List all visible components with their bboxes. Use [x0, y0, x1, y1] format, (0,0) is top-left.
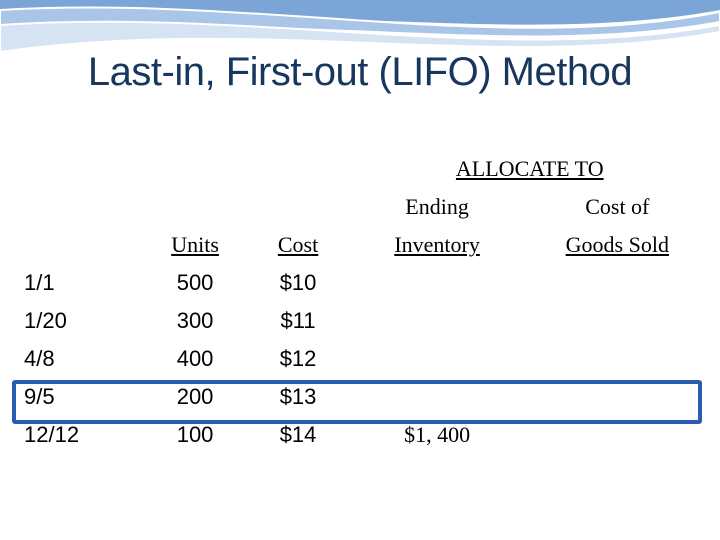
cell-units: 400 [144, 340, 247, 378]
subheader-row-2: Units Cost Inventory Goods Sold [20, 226, 710, 264]
cell-ei: $1, 400 [350, 416, 525, 454]
cell-cost: $10 [247, 264, 350, 302]
cell-cogs [525, 340, 710, 378]
cogs-header-l1: Cost of [525, 188, 710, 226]
cost-header: Cost [247, 226, 350, 264]
cell-cost: $11 [247, 302, 350, 340]
cell-date: 1/20 [20, 302, 144, 340]
table-row: 9/5 200 $13 [20, 378, 710, 416]
cell-cost: $12 [247, 340, 350, 378]
lifo-table: ALLOCATE TO Ending Cost of Units Cost In… [20, 150, 710, 454]
cell-units: 200 [144, 378, 247, 416]
cell-ei [350, 378, 525, 416]
table-row: 4/8 400 $12 [20, 340, 710, 378]
cell-cogs [525, 416, 710, 454]
allocate-to-label: ALLOCATE TO [350, 150, 710, 188]
cell-cost: $13 [247, 378, 350, 416]
table-container: ALLOCATE TO Ending Cost of Units Cost In… [0, 150, 720, 454]
cell-date: 4/8 [20, 340, 144, 378]
table-row: 1/1 500 $10 [20, 264, 710, 302]
cell-ei [350, 302, 525, 340]
ending-inventory-header-l2: Inventory [350, 226, 525, 264]
cell-units: 500 [144, 264, 247, 302]
cogs-header-l2: Goods Sold [525, 226, 710, 264]
page-title: Last-in, First-out (LIFO) Method [0, 50, 720, 95]
allocate-header-row: ALLOCATE TO [20, 150, 710, 188]
cell-cogs [525, 264, 710, 302]
cell-units: 100 [144, 416, 247, 454]
cell-date: 9/5 [20, 378, 144, 416]
cell-cogs [525, 302, 710, 340]
cell-date: 1/1 [20, 264, 144, 302]
cell-units: 300 [144, 302, 247, 340]
ending-inventory-header-l1: Ending [350, 188, 525, 226]
cell-date: 12/12 [20, 416, 144, 454]
table-row: 1/20 300 $11 [20, 302, 710, 340]
units-header: Units [144, 226, 247, 264]
cell-ei [350, 264, 525, 302]
cell-ei [350, 340, 525, 378]
table-row: 12/12 100 $14 $1, 400 [20, 416, 710, 454]
cell-cogs [525, 378, 710, 416]
cell-cost: $14 [247, 416, 350, 454]
subheader-row-1: Ending Cost of [20, 188, 710, 226]
